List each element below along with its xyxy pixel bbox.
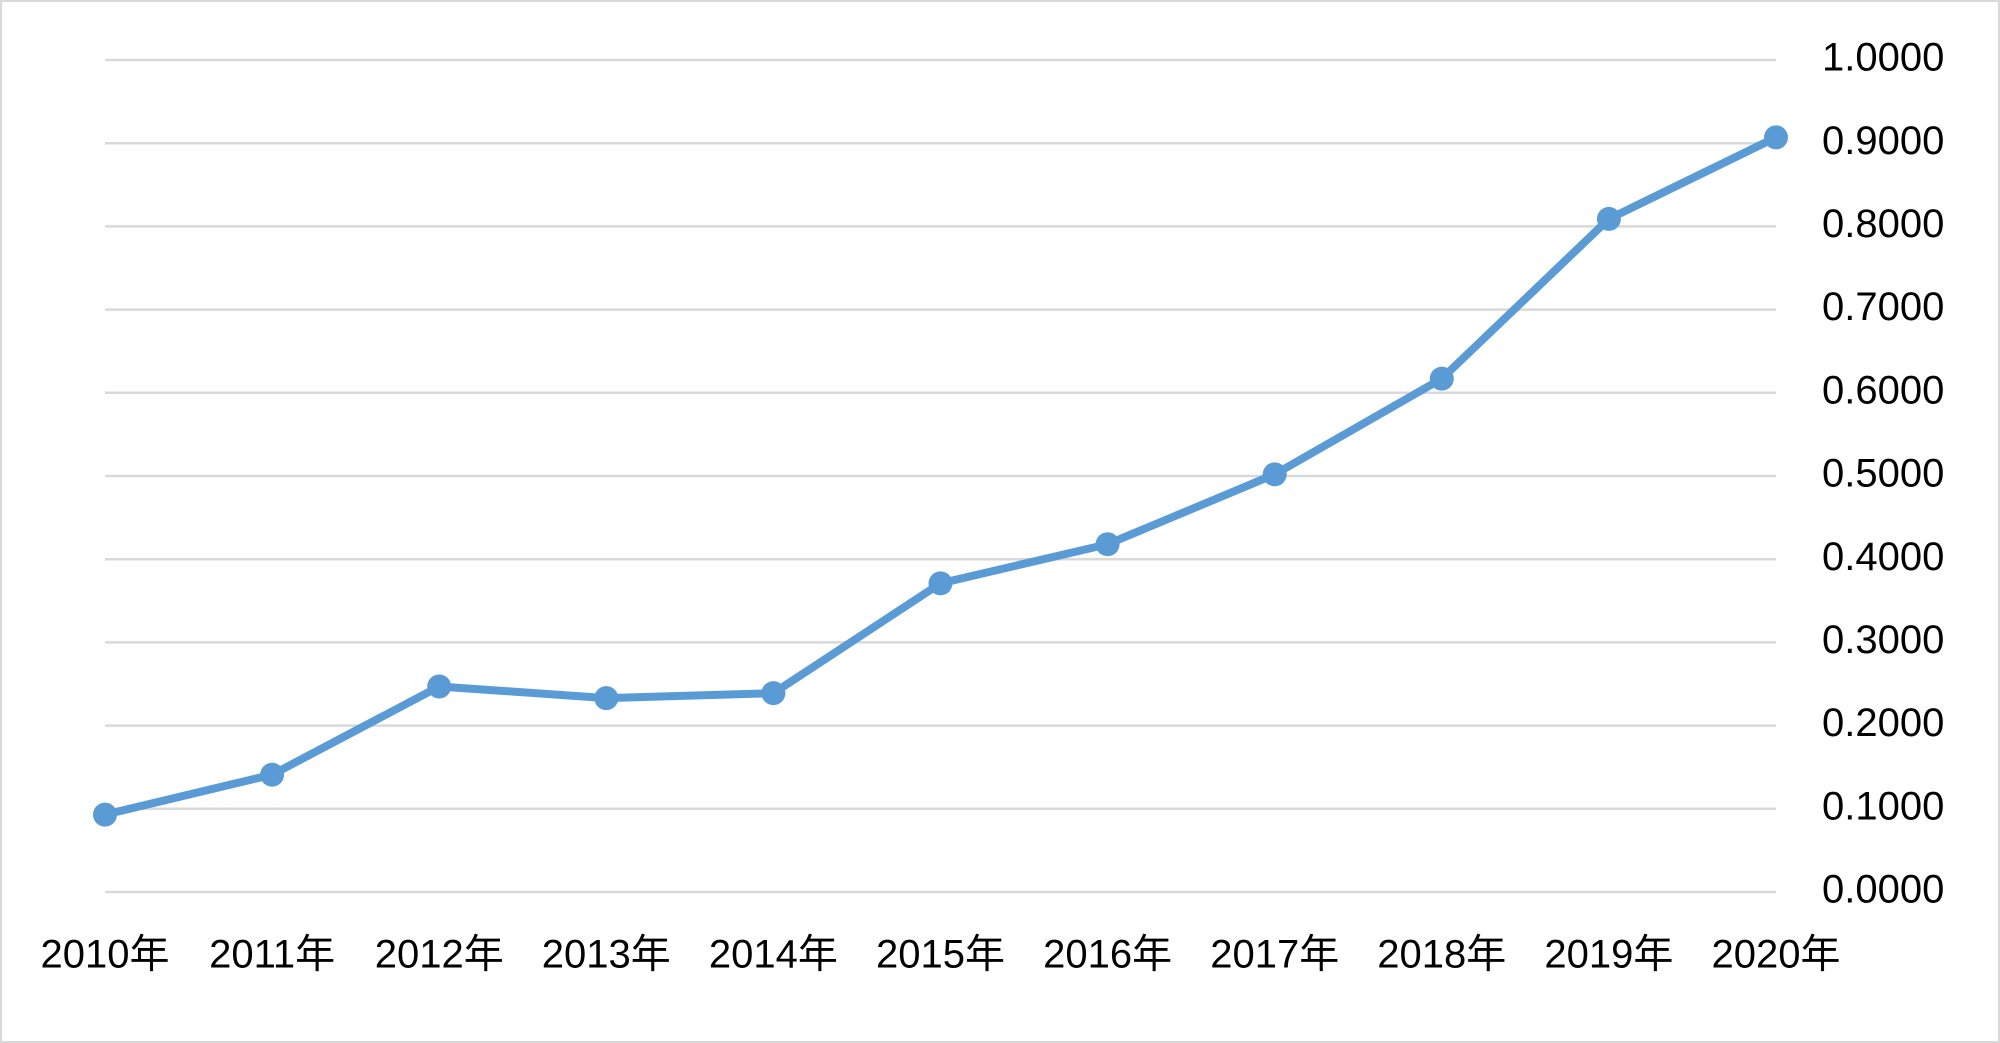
y-tick-label: 0.2000 <box>1822 701 1944 745</box>
x-tick-label: 2013年 <box>542 933 671 977</box>
data-point <box>260 762 285 787</box>
y-tick-label: 0.7000 <box>1822 285 1944 329</box>
y-tick-label: 0.8000 <box>1822 202 1944 246</box>
data-point <box>928 571 953 596</box>
y-tick-label: 1.0000 <box>1822 36 1944 80</box>
y-tick-label: 0.6000 <box>1822 368 1944 412</box>
x-tick-label: 2020年 <box>1712 933 1841 977</box>
x-tick-label: 2016年 <box>1043 933 1172 977</box>
y-tick-label: 0.3000 <box>1822 618 1944 662</box>
x-tick-label: 2011年 <box>209 933 335 977</box>
data-point <box>761 681 786 706</box>
x-tick-label: 2018年 <box>1377 933 1506 977</box>
data-point <box>1429 366 1454 391</box>
y-tick-label: 0.5000 <box>1822 452 1944 496</box>
x-tick-label: 2012年 <box>375 933 504 977</box>
y-tick-label: 0.0000 <box>1822 868 1944 912</box>
data-point <box>1262 462 1287 487</box>
data-point <box>1095 532 1120 557</box>
x-tick-label: 2010年 <box>41 933 170 977</box>
x-tick-label: 2019年 <box>1544 933 1673 977</box>
data-point <box>93 802 117 827</box>
data-point <box>1764 125 1788 150</box>
y-tick-label: 0.1000 <box>1822 784 1944 828</box>
x-tick-label: 2014年 <box>709 933 838 977</box>
data-point <box>1596 206 1621 231</box>
data-point <box>594 686 619 711</box>
x-tick-label: 2015年 <box>876 933 1005 977</box>
y-tick-label: 0.9000 <box>1822 119 1944 163</box>
y-tick-label: 0.4000 <box>1822 535 1944 579</box>
x-tick-label: 2017年 <box>1210 933 1339 977</box>
data-point <box>427 674 452 699</box>
